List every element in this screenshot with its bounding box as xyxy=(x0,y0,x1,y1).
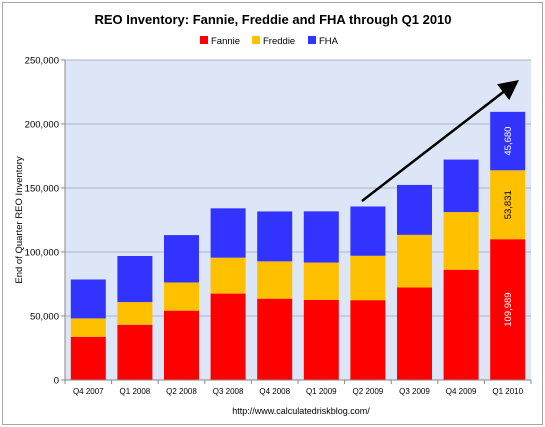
x-tick-label: Q4 2007 xyxy=(73,387,104,396)
y-tick-label: 150,000 xyxy=(25,184,59,195)
bar-segment-fha xyxy=(70,279,106,319)
bar-segment-fha xyxy=(210,208,246,258)
y-tick-label: 100,000 xyxy=(25,248,59,259)
bar-segment-fha xyxy=(257,211,293,262)
data-label-fha: 45,680 xyxy=(503,127,514,156)
bar-segment-fannie xyxy=(350,300,386,380)
y-axis-label: End of Quarter REO Inventory xyxy=(14,156,25,284)
legend-swatch-fannie xyxy=(200,36,208,44)
bar-segment-freddie xyxy=(117,302,153,325)
trend-arrow xyxy=(361,79,519,202)
bar-segment-fannie xyxy=(164,310,199,380)
legend-label-fannie: Fannie xyxy=(211,36,240,47)
bar-segment-fha xyxy=(443,159,479,213)
chart-legend: Fannie Freddie FHA xyxy=(200,36,339,47)
x-axis-ticks: Q4 2007 Q1 2008 Q2 2008 Q3 2008 Q4 2008 Q1 20… xyxy=(64,380,532,396)
bar-segment-fha xyxy=(397,184,432,235)
legend-swatch-fha xyxy=(308,36,316,44)
data-label-freddie: 53,831 xyxy=(503,190,514,219)
bar-segment-fannie xyxy=(70,336,106,380)
bar-segment-freddie xyxy=(397,234,432,288)
bar-segment-fha xyxy=(164,235,199,283)
bar-segment-freddie xyxy=(490,170,526,240)
y-axis-ticks: 0 50,000 100,000 150,000 200,000 250,000 xyxy=(25,56,65,387)
x-tick-label: Q2 2008 xyxy=(166,387,197,396)
bar-segment-fannie xyxy=(443,269,479,380)
x-tick-label: Q1 2010 xyxy=(492,387,523,396)
x-tick-label: Q2 2009 xyxy=(353,387,384,396)
y-tick-label: 250,000 xyxy=(25,56,59,67)
bar-segment-freddie xyxy=(303,262,339,300)
y-tick-label: 0 xyxy=(54,376,59,387)
bar-segment-freddie xyxy=(70,318,106,337)
x-tick-label: Q4 2009 xyxy=(446,387,477,396)
bar-segment-freddie xyxy=(164,282,199,311)
bar-segment-fannie xyxy=(303,299,339,380)
bar-segment-fannie xyxy=(397,287,432,380)
x-tick-label: Q1 2009 xyxy=(306,387,337,396)
bar-segment-fha xyxy=(490,111,526,171)
bar-series xyxy=(70,111,526,380)
bar-segment-fha xyxy=(350,206,386,256)
data-labels: 109,989 53,831 45,680 xyxy=(503,127,514,327)
x-tick-label: Q1 2008 xyxy=(120,387,151,396)
bar-segment-fannie xyxy=(117,324,153,380)
reo-inventory-chart: REO Inventory: Fannie, Freddie and FHA t… xyxy=(14,12,532,416)
legend-label-freddie: Freddie xyxy=(263,36,295,47)
legend-swatch-freddie xyxy=(252,36,260,44)
x-tick-label: Q3 2008 xyxy=(213,387,244,396)
source-url: http://www.calculatedriskblog.com/ xyxy=(232,406,370,416)
bar-segment-fannie xyxy=(490,239,526,380)
bar-segment-freddie xyxy=(443,212,479,270)
bar-segment-fha xyxy=(303,211,339,263)
data-label-fannie: 109,989 xyxy=(503,292,514,326)
bar-segment-fannie xyxy=(257,298,293,380)
bar-segment-freddie xyxy=(257,261,293,299)
bar-segment-fannie xyxy=(210,293,246,380)
bar-segment-fha xyxy=(117,256,153,303)
y-tick-label: 50,000 xyxy=(30,312,59,323)
x-tick-label: Q3 2009 xyxy=(399,387,430,396)
y-tick-label: 200,000 xyxy=(25,120,59,131)
legend-label-fha: FHA xyxy=(319,36,339,47)
chart-title: REO Inventory: Fannie, Freddie and FHA t… xyxy=(94,12,451,27)
bar-segment-freddie xyxy=(210,257,246,294)
x-tick-label: Q4 2008 xyxy=(259,387,290,396)
bar-segment-freddie xyxy=(350,255,386,301)
